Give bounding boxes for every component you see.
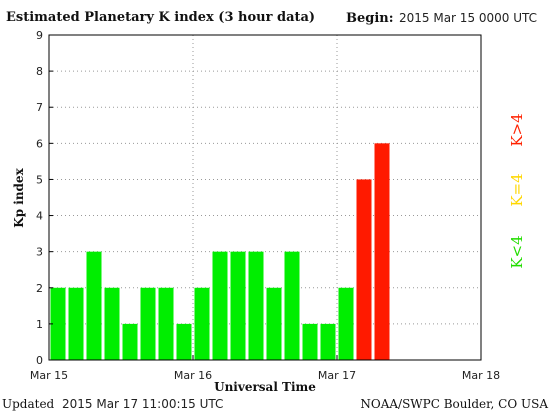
- kp-bar: [68, 287, 84, 360]
- plot-frame: [48, 34, 482, 361]
- kp-bar: [212, 251, 228, 360]
- legend-mid: K=4: [508, 173, 526, 206]
- y-tick-label: 9: [36, 29, 43, 42]
- kp-bar: [194, 287, 210, 360]
- chart-title: Estimated Planetary K index (3 hour data…: [6, 10, 315, 25]
- y-tick-label: 3: [36, 246, 43, 259]
- kp-bar: [104, 287, 120, 360]
- y-tick-label: 0: [36, 354, 43, 367]
- kp-bar: [140, 287, 156, 360]
- grid-lines: [49, 35, 481, 360]
- x-tick-label: Mar 17: [318, 369, 356, 382]
- kp-bar: [356, 179, 372, 360]
- kp-bar: [158, 287, 174, 360]
- y-tick-label: 1: [36, 318, 43, 331]
- kp-bar: [230, 251, 246, 360]
- x-tick-label: Mar 18: [462, 369, 500, 382]
- kp-bar: [122, 323, 138, 360]
- kp-bar: [284, 251, 300, 360]
- y-tick-label: 2: [36, 282, 43, 295]
- credit-text: NOAA/SWPC Boulder, CO USA: [360, 397, 548, 411]
- x-tick-label: Mar 16: [174, 369, 212, 382]
- legend-high: K>4: [508, 113, 526, 146]
- x-tick-label: Mar 15: [30, 369, 68, 382]
- y-tick-label: 6: [36, 137, 43, 150]
- kp-bar: [50, 287, 66, 360]
- updated-value: 2015 Mar 17 11:00:15 UTC: [62, 397, 223, 411]
- kp-bar: [266, 287, 282, 360]
- y-axis-label: Kp index: [12, 167, 26, 227]
- legend-low: K<4: [508, 235, 526, 268]
- kp-bar: [248, 251, 264, 360]
- kp-bar: [320, 323, 336, 360]
- y-tick-label: 7: [36, 101, 43, 114]
- y-tick-label: 8: [36, 65, 43, 78]
- begin-label: Begin:: [346, 11, 394, 26]
- y-tick-label: 4: [36, 210, 43, 223]
- kp-bar: [338, 287, 354, 360]
- y-tick-label: 5: [36, 173, 43, 186]
- kp-bar: [374, 143, 390, 360]
- y-tick-labels: 0 1 2 3 4 5 6 7 8 9: [36, 29, 53, 367]
- begin-value: 2015 Mar 15 0000 UTC: [399, 11, 537, 25]
- kp-bar: [86, 251, 102, 360]
- kp-bar: [176, 323, 192, 360]
- x-axis-label: Universal Time: [214, 380, 316, 394]
- bar-series: [50, 143, 390, 360]
- updated-label: Updated: [2, 397, 55, 411]
- kp-bar: [302, 323, 318, 360]
- x-tick-labels: Mar 15 Mar 16 Mar 17 Mar 18: [30, 355, 500, 382]
